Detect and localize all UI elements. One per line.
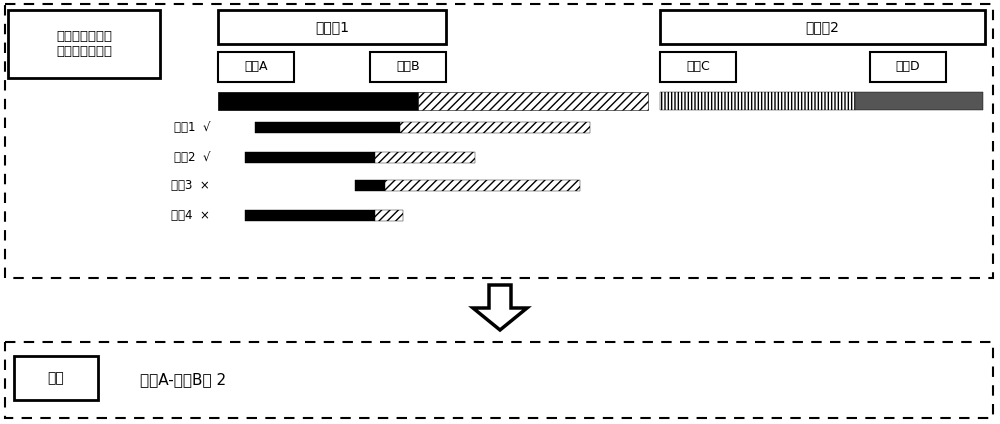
Text: 基因B: 基因B	[396, 61, 420, 73]
Bar	[255, 122, 400, 133]
Bar	[5, 4, 993, 278]
Text: 结果: 结果	[48, 371, 64, 385]
Bar	[400, 122, 590, 133]
Bar	[370, 52, 446, 82]
Bar	[218, 92, 418, 110]
Bar	[8, 10, 160, 78]
Polygon shape	[473, 285, 527, 330]
Text: 扩增子1: 扩增子1	[315, 20, 349, 34]
Bar	[355, 180, 385, 191]
Text: 序冗3  ×: 序冗3 ×	[171, 179, 210, 192]
Bar	[375, 152, 475, 163]
Bar	[660, 10, 985, 44]
Bar	[218, 52, 294, 82]
Bar	[660, 92, 855, 110]
Bar	[375, 210, 403, 221]
Text: 基因A: 基因A	[244, 61, 268, 73]
Bar	[855, 92, 983, 110]
Text: 基因C: 基因C	[686, 61, 710, 73]
Text: 序冗2  √: 序冗2 √	[174, 151, 210, 164]
Bar	[385, 180, 580, 191]
Text: 基因D: 基因D	[896, 61, 920, 73]
Text: 判断序列是否明
显支持基因融合: 判断序列是否明 显支持基因融合	[56, 30, 112, 58]
Bar	[660, 52, 736, 82]
Bar	[418, 92, 648, 110]
Bar	[14, 356, 98, 400]
Bar	[870, 52, 946, 82]
Bar	[245, 210, 375, 221]
Bar	[5, 342, 993, 418]
Text: 基因A-基因B： 2: 基因A-基因B： 2	[140, 373, 226, 388]
Text: 扩增子2: 扩增子2	[806, 20, 839, 34]
Text: 序冗4  ×: 序冗4 ×	[171, 209, 210, 222]
Text: 序冗1  √: 序冗1 √	[174, 121, 210, 134]
Bar	[218, 10, 446, 44]
Bar	[245, 152, 375, 163]
